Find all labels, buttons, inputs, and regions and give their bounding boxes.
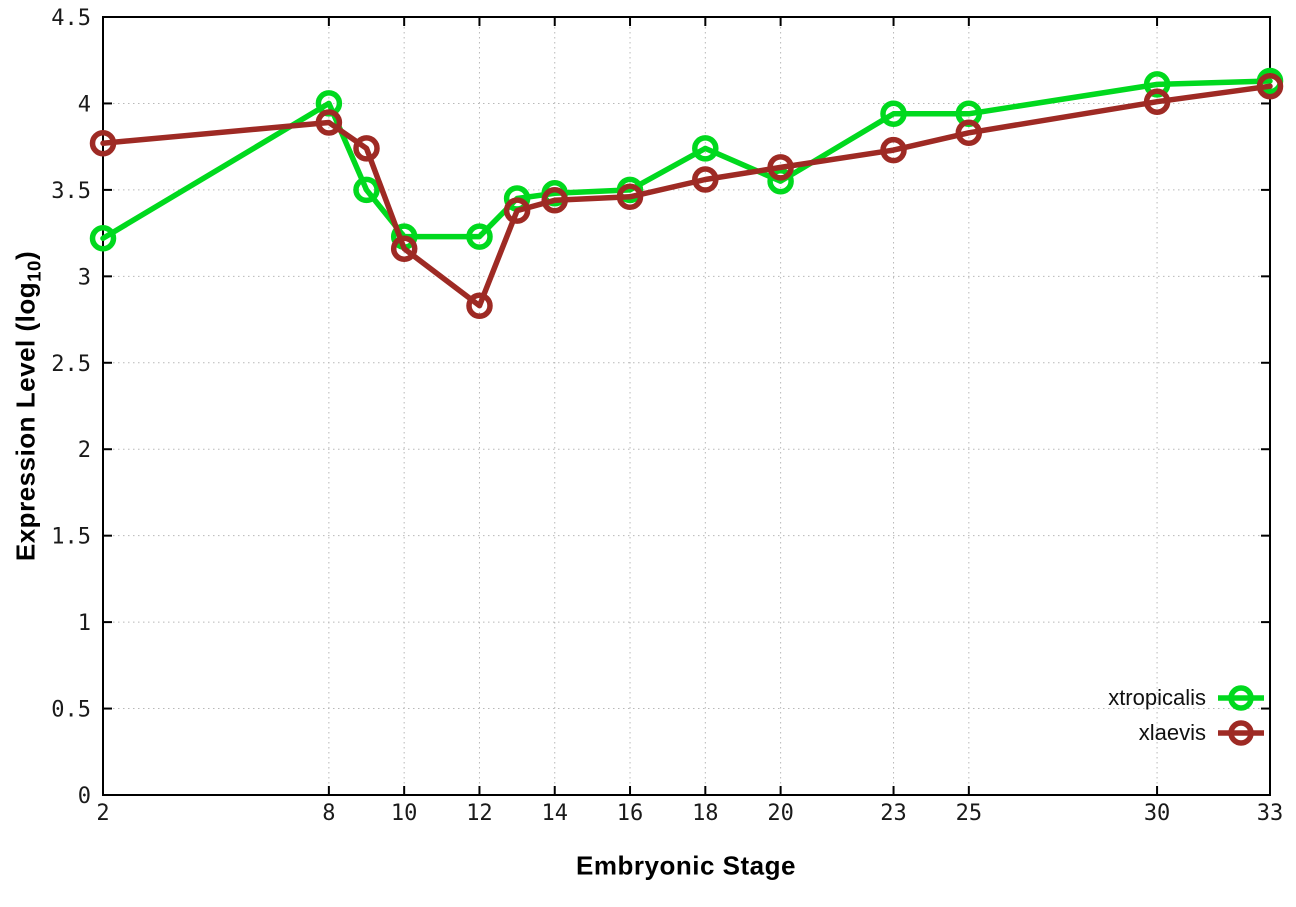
x-axis-title: Embryonic Stage (576, 850, 796, 881)
svg-text:16: 16 (617, 801, 644, 826)
svg-text:0: 0 (78, 784, 91, 809)
svg-text:12: 12 (466, 801, 493, 826)
svg-text:30: 30 (1144, 801, 1171, 826)
legend-item-xtropicalis: xtropicalis (1108, 684, 1266, 712)
y-axis-title-text: Expression Level (log (10, 281, 41, 562)
svg-text:3.5: 3.5 (51, 179, 91, 204)
svg-text:1: 1 (78, 611, 91, 636)
svg-text:10: 10 (391, 801, 418, 826)
svg-text:23: 23 (880, 801, 907, 826)
svg-text:2: 2 (78, 438, 91, 463)
legend-label-xtropicalis: xtropicalis (1108, 685, 1206, 710)
svg-text:14: 14 (541, 801, 568, 826)
legend: xtropicalis xlaevis (1108, 684, 1266, 747)
line-circle-marker-icon (1218, 685, 1264, 711)
svg-text:2.5: 2.5 (51, 352, 91, 377)
y-axis-title-subscript: 10 (23, 260, 45, 282)
svg-text:2: 2 (96, 801, 109, 826)
svg-text:1.5: 1.5 (51, 525, 91, 550)
y-axis-title: Expression Level (log10) (10, 251, 45, 561)
svg-text:3: 3 (78, 265, 91, 290)
legend-item-xlaevis: xlaevis (1139, 719, 1266, 747)
y-axis-title-close: ) (10, 250, 41, 261)
svg-text:33: 33 (1257, 801, 1284, 826)
svg-text:0.5: 0.5 (51, 698, 91, 723)
legend-label-xlaevis: xlaevis (1138, 720, 1206, 745)
svg-text:8: 8 (322, 801, 335, 826)
line-circle-marker-icon (1218, 720, 1264, 746)
svg-text:18: 18 (692, 801, 719, 826)
svg-text:4: 4 (78, 92, 91, 117)
svg-text:20: 20 (767, 801, 794, 826)
svg-text:25: 25 (956, 801, 983, 826)
svg-text:4.5: 4.5 (51, 6, 91, 31)
